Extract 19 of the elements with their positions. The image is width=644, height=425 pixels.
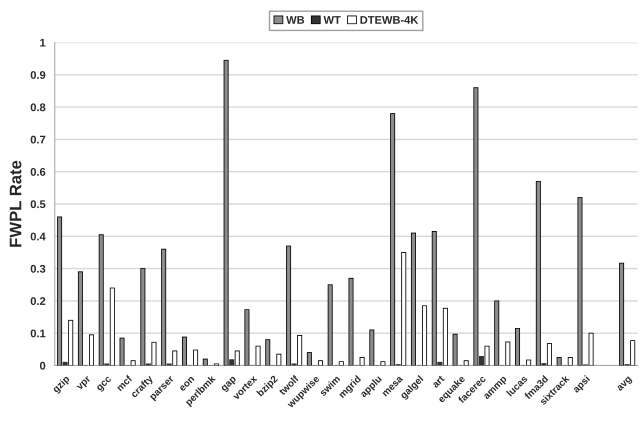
y-tick-label: 0 — [40, 362, 46, 370]
y-tick-label: 0.2 — [30, 297, 46, 306]
y-tick-label: 0.5 — [30, 200, 46, 208]
y-tick-label: 0.6 — [30, 168, 46, 176]
y-axis-title: FWPL Rate — [10, 160, 22, 247]
x-tick-label: gap — [220, 376, 238, 393]
legend-label: WT — [324, 16, 341, 24]
y-tick-label: 0.3 — [30, 264, 46, 273]
legend-label: WB — [286, 16, 304, 24]
y-tick-label: 0.8 — [30, 103, 46, 112]
y-tick-label: 0.4 — [30, 232, 46, 240]
y-tick-label: 0.1 — [30, 329, 46, 338]
y-tick-label: 0.9 — [30, 71, 46, 79]
y-tick-label: 0.7 — [30, 136, 46, 144]
y-tick-label: 1 — [40, 38, 46, 47]
legend-label: DTEWB-4K — [360, 16, 418, 24]
x-tick-label: gcc — [96, 376, 113, 392]
x-tick-label: avg — [616, 376, 634, 393]
x-tick-label: vpr — [76, 376, 92, 392]
